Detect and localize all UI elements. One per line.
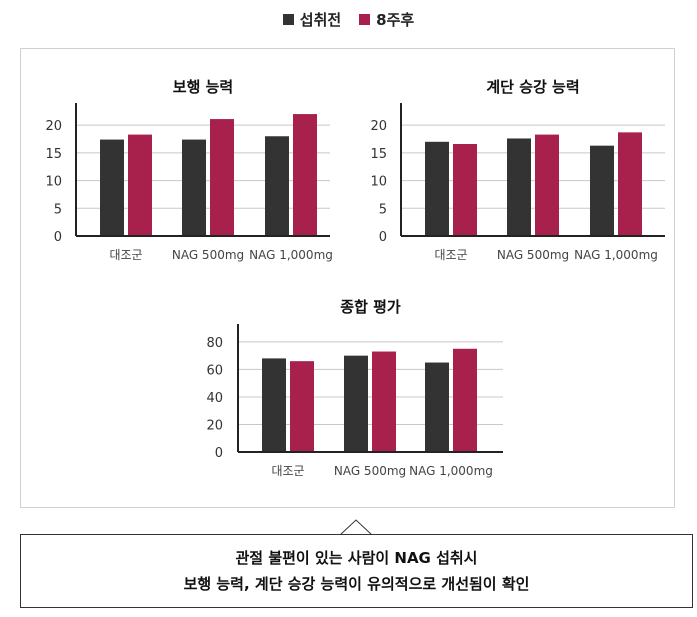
- bar-before: [425, 362, 449, 452]
- x-category-label: 대조군: [271, 464, 304, 478]
- y-tick-label: 10: [45, 175, 62, 190]
- bar-after: [128, 134, 152, 236]
- bar-before: [425, 141, 449, 236]
- x-category-label: NAG 500mg: [172, 248, 244, 262]
- bar-before: [344, 355, 368, 452]
- legend-item-after: 8주후: [359, 9, 414, 30]
- legend-item-before: 섭취전: [282, 9, 342, 30]
- y-tick-label: 0: [215, 446, 223, 461]
- legend-label-after: 8주후: [376, 10, 415, 29]
- bar-after: [293, 114, 317, 236]
- y-tick-label: 15: [45, 147, 62, 162]
- caption-line-2: 보행 능력, 계단 승강 능력이 유의적으로 개선됨이 확인: [183, 575, 530, 593]
- x-category-label: 대조군: [434, 248, 467, 262]
- bar-before: [507, 138, 531, 236]
- y-tick-label: 0: [54, 230, 62, 245]
- bar-before: [262, 358, 286, 452]
- y-tick-label: 20: [206, 418, 223, 433]
- y-tick-label: 20: [370, 119, 387, 134]
- bar-before: [590, 145, 614, 236]
- x-category-label: 대조군: [109, 248, 142, 262]
- bar-before: [265, 136, 289, 236]
- y-tick-label: 15: [370, 147, 387, 162]
- x-category-label: NAG 500mg: [334, 464, 406, 478]
- bar-after: [372, 351, 396, 452]
- caption-box: 관절 불편이 있는 사람이 NAG 섭취시 보행 능력, 계단 승강 능력이 유…: [20, 534, 693, 608]
- bar-after: [290, 361, 314, 452]
- y-tick-label: 60: [206, 363, 223, 378]
- chart-title: 계단 승강 능력: [486, 78, 579, 96]
- x-category-label: NAG 1,000mg: [409, 464, 493, 478]
- y-tick-label: 10: [370, 175, 387, 190]
- x-category-label: NAG 1,000mg: [249, 248, 333, 262]
- legend-swatch-after: [359, 13, 371, 25]
- y-tick-label: 20: [45, 119, 62, 134]
- legend-swatch-before: [282, 13, 294, 25]
- legend: 섭취전 8주후: [0, 8, 697, 30]
- caption-line-1: 관절 불편이 있는 사람이 NAG 섭취시: [235, 549, 478, 567]
- chart-title: 보행 능력: [173, 78, 233, 96]
- y-tick-label: 80: [206, 336, 223, 351]
- y-tick-label: 40: [206, 391, 223, 406]
- y-tick-label: 5: [54, 202, 62, 217]
- x-category-label: NAG 500mg: [497, 248, 569, 262]
- bar-after: [618, 132, 642, 236]
- y-tick-label: 0: [379, 230, 387, 245]
- legend-label-before: 섭취전: [299, 10, 342, 29]
- bar-before: [100, 139, 124, 236]
- bar-after: [453, 144, 477, 236]
- bar-after: [535, 134, 559, 236]
- chart-title: 종합 평가: [340, 298, 401, 316]
- y-tick-label: 5: [379, 202, 387, 217]
- chart-panel-frame: [20, 48, 675, 508]
- x-category-label: NAG 1,000mg: [574, 248, 658, 262]
- bar-before: [182, 139, 206, 236]
- bar-after: [453, 348, 477, 452]
- bar-after: [210, 119, 234, 236]
